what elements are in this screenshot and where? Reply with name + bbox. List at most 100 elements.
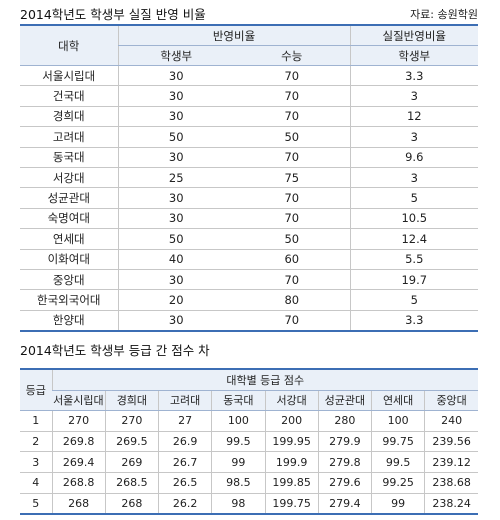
score-cell: 269.8 [51, 431, 106, 453]
real-ratio-cell: 3.3 [349, 310, 479, 333]
score-cell: 279.6 [317, 472, 372, 494]
university-cell: 고려대 [20, 126, 118, 148]
suneung-ratio-cell: 70 [234, 187, 351, 209]
score-cell: 99.5 [211, 431, 265, 453]
university-column-header: 동국대 [211, 390, 265, 412]
real-ratio-cell: 12 [349, 106, 479, 128]
real-ratio-cell: 5 [349, 187, 479, 209]
suneung-ratio-cell: 80 [234, 289, 351, 311]
university-cell: 숙명여대 [20, 208, 118, 230]
university-header: 대학 [20, 24, 118, 66]
student-record-ratio-cell: 50 [117, 228, 234, 250]
table-row: 4 268.8 268.5 26.5 98.5 199.85 279.6 99.25 238.6… [20, 472, 478, 494]
score-cell: 98.5 [211, 472, 265, 494]
table1-title: 2014학년도 학생부 실질 반영 비율 [20, 7, 206, 22]
student-record-ratio-cell: 20 [117, 289, 234, 311]
real-ratio-cell: 10.5 [349, 208, 479, 230]
student-record-ratio-cell: 30 [117, 65, 234, 87]
table-row: 이화여대 40 60 5.5 [20, 249, 479, 270]
score-cell: 99.75 [370, 431, 425, 453]
student-record-ratio-cell: 30 [117, 208, 234, 230]
university-column-header: 중앙대 [424, 390, 478, 412]
score-cell: 199.9 [264, 451, 319, 473]
score-cell: 270 [104, 410, 159, 432]
grade-score-group-header: 대학별 등급 점수 [51, 367, 478, 391]
university-cell: 서강대 [20, 167, 118, 189]
student-record-ratio-cell: 25 [117, 167, 234, 189]
real-student-record-header: 학생부 [349, 45, 479, 66]
university-column-header: 서강대 [264, 390, 319, 412]
grade-cell: 3 [20, 451, 52, 473]
suneung-ratio-cell: 50 [234, 126, 351, 148]
real-ratio-cell: 3 [349, 167, 479, 189]
suneung-ratio-cell: 70 [234, 269, 351, 291]
table-row: 경희대 30 70 12 [20, 106, 479, 128]
score-cell: 26.2 [157, 493, 212, 516]
real-ratio-group-header: 실질반영비율 [349, 24, 479, 46]
score-cell: 199.95 [264, 431, 319, 453]
real-ratio-cell: 5.5 [349, 249, 479, 270]
score-cell: 269.5 [104, 431, 159, 453]
score-cell: 238.24 [424, 493, 478, 516]
student-record-ratio-cell: 50 [117, 126, 234, 148]
university-column-header: 경희대 [104, 390, 159, 412]
score-cell: 268 [51, 493, 106, 516]
score-cell: 279.9 [317, 431, 372, 453]
table-row: 고려대 50 50 3 [20, 126, 479, 148]
score-cell: 26.9 [157, 431, 212, 453]
table-row: 서울시립대 30 70 3.3 [20, 65, 479, 87]
score-cell: 268 [104, 493, 159, 516]
score-cell: 26.5 [157, 472, 212, 494]
university-cell: 이화여대 [20, 249, 118, 270]
score-cell: 99.5 [370, 451, 425, 473]
table-row: 중앙대 30 70 19.7 [20, 269, 479, 291]
table-row: 한국외국어대 20 80 5 [20, 289, 479, 311]
grade-cell: 1 [20, 410, 52, 432]
grade-header: 등급 [20, 368, 52, 412]
university-cell: 한국외국어대 [20, 289, 118, 311]
score-cell: 268.5 [104, 472, 159, 494]
score-cell: 269.4 [51, 451, 106, 473]
grade-cell: 2 [20, 431, 52, 453]
table-row: 연세대 50 50 12.4 [20, 228, 479, 250]
university-cell: 서울시립대 [20, 65, 118, 87]
table-row: 2 269.8 269.5 26.9 99.5 199.95 279.9 99.75 239.5… [20, 431, 478, 453]
real-ratio-cell: 12.4 [349, 228, 479, 250]
score-cell: 99.25 [370, 472, 425, 494]
suneung-ratio-cell: 75 [234, 167, 351, 189]
score-cell: 100 [211, 410, 265, 432]
score-cell: 100 [370, 410, 425, 432]
table-row: 숙명여대 30 70 10.5 [20, 208, 479, 230]
university-cell: 성균관대 [20, 187, 118, 209]
real-ratio-cell: 5 [349, 289, 479, 311]
real-ratio-cell: 9.6 [349, 147, 479, 168]
real-ratio-cell: 3 [349, 85, 479, 107]
score-cell: 239.12 [424, 451, 478, 473]
suneung-ratio-cell: 70 [234, 65, 351, 87]
grade-cell: 4 [20, 472, 52, 494]
score-cell: 199.75 [264, 493, 319, 516]
student-record-ratio-cell: 30 [117, 187, 234, 209]
table-row: 동국대 30 70 9.6 [20, 147, 479, 168]
student-record-ratio-cell: 30 [117, 106, 234, 128]
university-cell: 건국대 [20, 85, 118, 107]
student-record-ratio-cell: 30 [117, 310, 234, 333]
score-cell: 199.85 [264, 472, 319, 494]
university-cell: 중앙대 [20, 269, 118, 291]
student-record-ratio-cell: 30 [117, 269, 234, 291]
real-ratio-cell: 3 [349, 126, 479, 148]
university-column-header: 연세대 [370, 390, 425, 412]
suneung-ratio-cell: 60 [234, 249, 351, 270]
source-note: 자료: 송원학원 [410, 8, 478, 21]
table-row: 5 268 268 26.2 98 199.75 279.4 99 238.24 [20, 493, 478, 516]
suneung-ratio-cell: 50 [234, 228, 351, 250]
real-ratio-cell: 19.7 [349, 269, 479, 291]
score-cell: 270 [51, 410, 106, 432]
score-cell: 280 [317, 410, 372, 432]
score-cell: 240 [424, 410, 478, 432]
university-cell: 연세대 [20, 228, 118, 250]
student-record-ratio-cell: 30 [117, 147, 234, 168]
score-cell: 279.4 [317, 493, 372, 516]
reflection-ratio-table: 대학 반영비율 실질반영비율 학생부 수능 학생부 서울시립대 30 70 3.3 건국… [20, 24, 479, 333]
score-cell: 98 [211, 493, 265, 516]
